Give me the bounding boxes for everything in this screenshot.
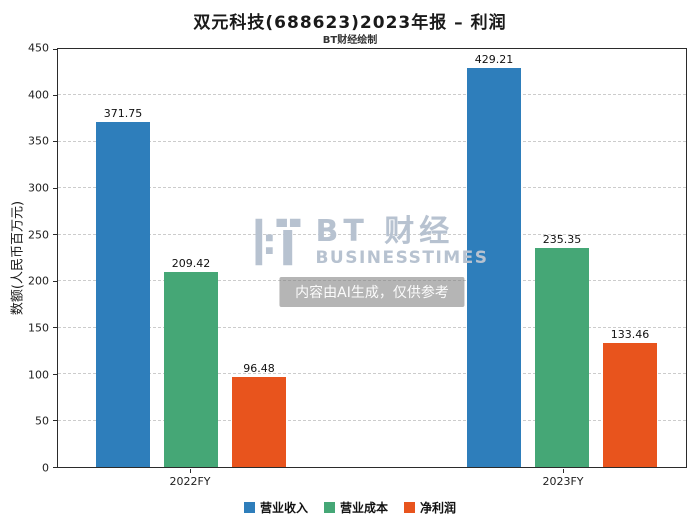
y-tick-label: 0 [42, 461, 49, 475]
bar-groups: 371.75 209.42 96.48 429.21 235.35 133.46 [58, 49, 686, 467]
gridline [58, 373, 686, 375]
y-tick-label: 100 [28, 368, 49, 382]
gridline [58, 94, 686, 96]
plot-area: 371.75 209.42 96.48 429.21 235.35 133.46 BT 财… [53, 48, 687, 468]
bar [467, 68, 521, 467]
bar-净利润-2023FY: 133.46 [603, 49, 657, 467]
bar-营业收入-2023FY: 429.21 [467, 49, 521, 467]
legend-marker [404, 502, 415, 513]
y-tick-mark [53, 327, 58, 329]
y-tick-label: 300 [28, 181, 49, 195]
y-tick-label: 400 [28, 88, 49, 102]
legend-item-营业收入: 营业收入 [243, 499, 308, 516]
chart-title: 双元科技(688623)2023年报 – 利润 [193, 13, 507, 33]
bar-value-label: 371.75 [103, 106, 143, 120]
y-tick-mark [53, 94, 58, 96]
y-tick-mark [53, 48, 58, 50]
legend: 营业收入 营业成本 净利润 [0, 499, 700, 516]
x-tick-mark [189, 469, 191, 473]
legend-marker [323, 502, 335, 513]
y-tick-mark [53, 466, 58, 468]
bar-value-label: 133.46 [610, 328, 650, 342]
legend-marker [243, 502, 255, 513]
bar-value-label: 235.35 [542, 233, 582, 247]
bar [535, 248, 589, 467]
bar-value-label: 96.48 [243, 362, 275, 376]
y-tick-label: 350 [28, 134, 49, 148]
y-tick-mark [53, 420, 58, 422]
gridline [58, 233, 686, 235]
legend-label: 营业收入 [259, 501, 308, 515]
y-tick-mark [53, 141, 58, 143]
bar [96, 121, 150, 467]
bar-value-label: 209.42 [171, 257, 211, 271]
y-tick-mark [53, 373, 58, 375]
bar-营业成本-2022FY: 209.42 [164, 49, 218, 467]
legend-label: 营业成本 [339, 501, 388, 515]
gridline [58, 326, 686, 328]
y-tick-label: 250 [28, 228, 49, 242]
bar [164, 272, 218, 467]
bar-营业成本-2023FY: 235.35 [535, 49, 589, 467]
legend-item-营业成本: 营业成本 [323, 499, 388, 516]
x-tick-2023FY: 2023FY [468, 469, 658, 488]
gridline [58, 140, 686, 142]
bar [232, 377, 286, 467]
bar [603, 343, 657, 467]
y-tick-mark [53, 280, 58, 282]
bar-营业收入-2022FY: 371.75 [96, 49, 150, 467]
y-axis-ticks: 0 50 100 150 200 250 300 350 400 450 [0, 42, 49, 475]
y-tick-label: 150 [28, 321, 49, 335]
y-tick-label: 50 [35, 414, 49, 428]
gridline [58, 187, 686, 189]
y-tick-label: 450 [28, 41, 49, 55]
gridline [58, 419, 686, 421]
y-tick-mark [53, 187, 58, 189]
x-tick-label: 2023FY [542, 475, 584, 488]
x-axis-ticks: 2022FY 2023FY [57, 469, 687, 488]
bar-净利润-2022FY: 96.48 [232, 49, 286, 467]
bar-group-2023FY: 429.21 235.35 133.46 [467, 49, 657, 467]
x-tick-label: 2022FY [169, 475, 211, 488]
y-tick-mark [53, 234, 58, 236]
bar-value-label: 429.21 [474, 53, 514, 67]
y-tick-label: 200 [28, 274, 49, 288]
x-tick-2022FY: 2022FY [95, 469, 285, 488]
chart-subtitle: BT财经绘制 [322, 35, 378, 46]
legend-item-净利润: 净利润 [404, 499, 456, 516]
legend-label: 净利润 [420, 501, 457, 515]
x-tick-mark [562, 469, 564, 473]
bar-group-2022FY: 371.75 209.42 96.48 [96, 49, 286, 467]
